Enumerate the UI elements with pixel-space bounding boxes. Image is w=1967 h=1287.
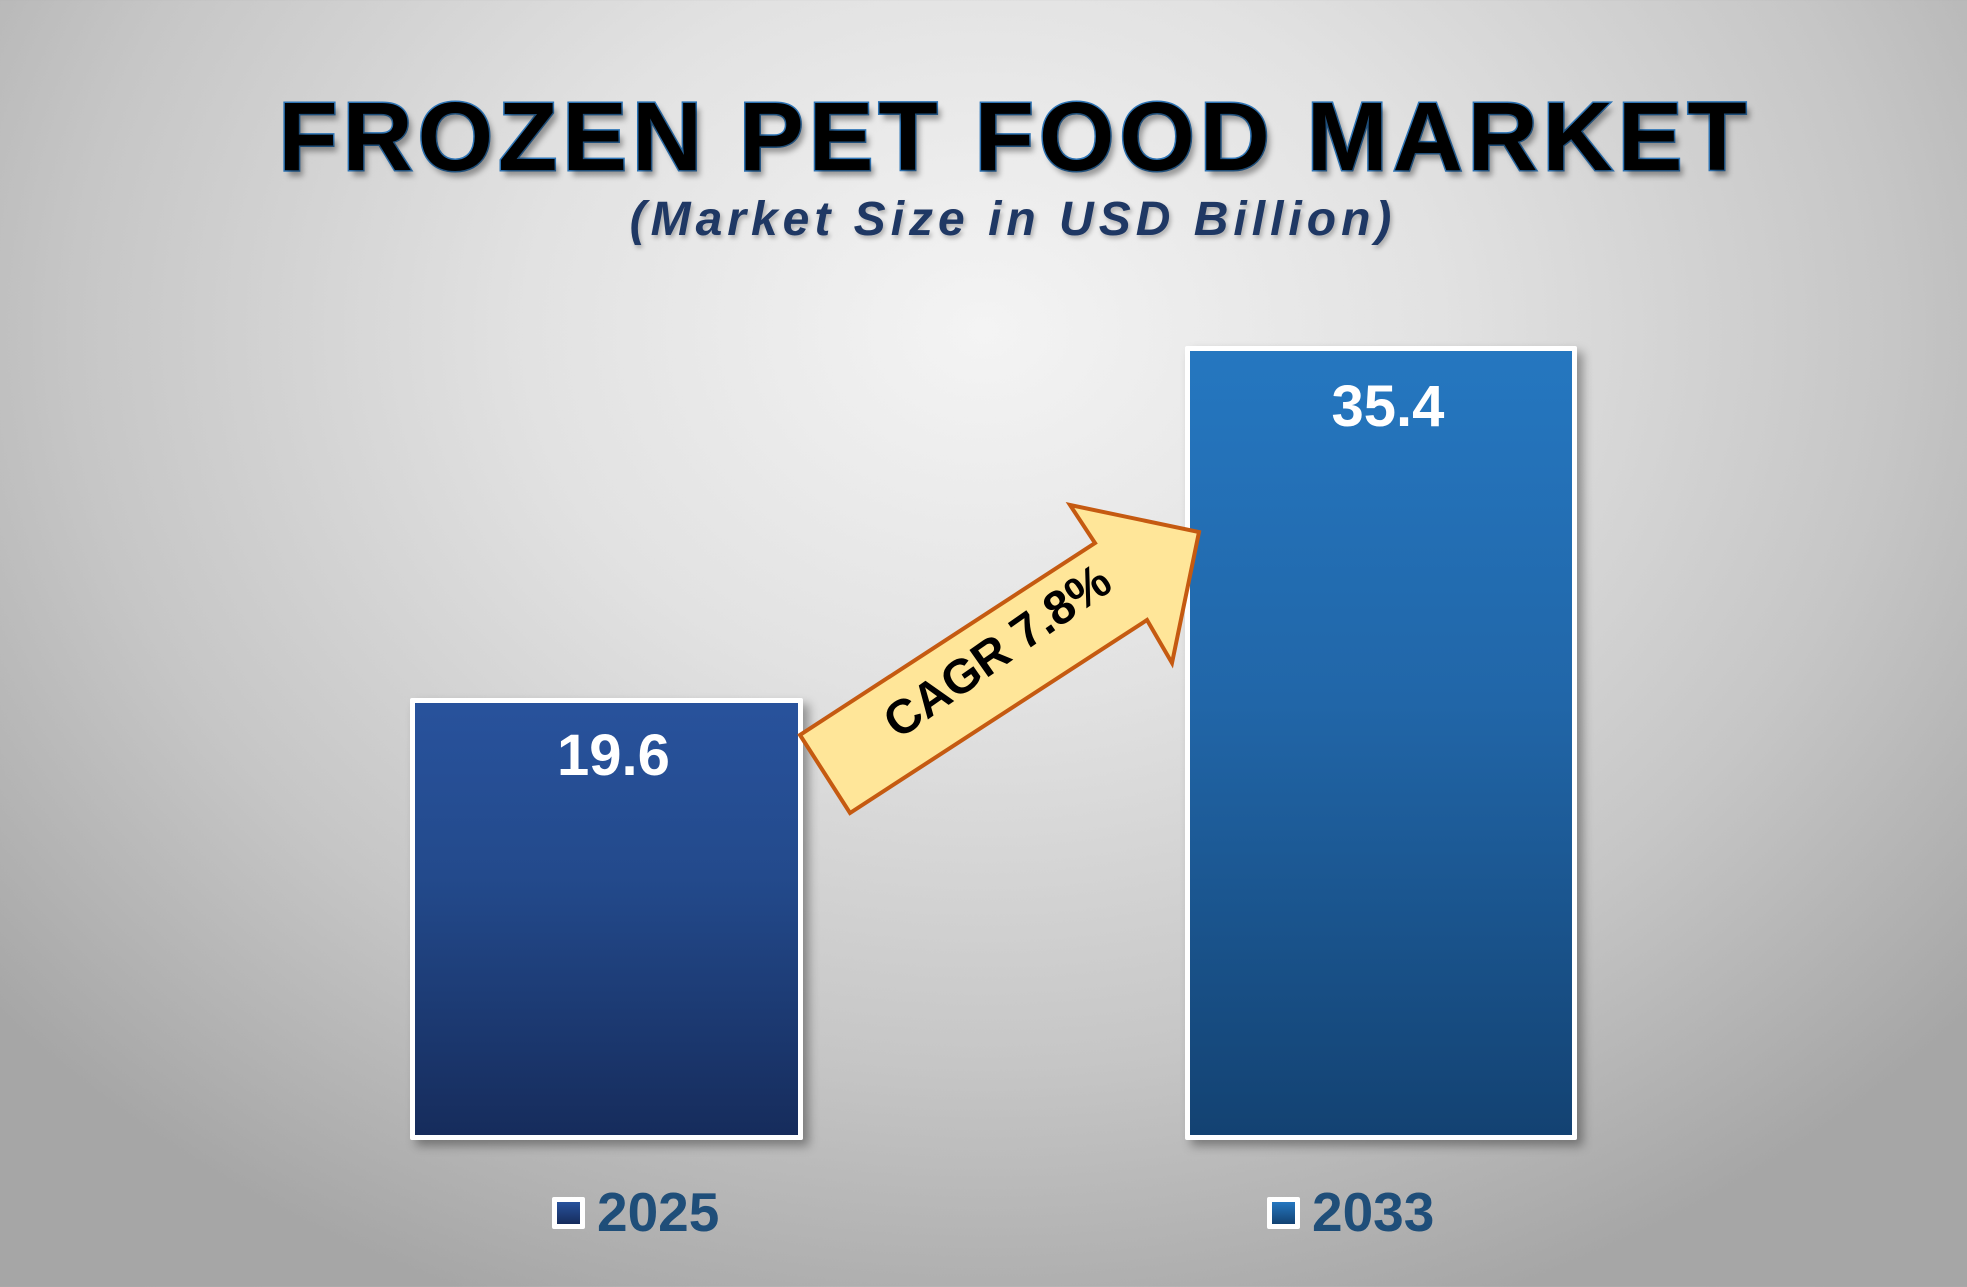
bar-2033: 35.4 [1185,346,1577,1140]
chart-subtitle: (Market Size in USD Billion) [629,193,1397,246]
cagr-arrow-shape [797,502,1202,816]
legend-item-2033: 2033 [1267,1180,1435,1243]
chart-title: FROZEN PET FOOD MARKET [277,82,1752,191]
legend-swatch-2025 [552,1197,585,1229]
legend-label-2033: 2033 [1312,1180,1435,1243]
bar-2025: 19.6 [410,698,803,1140]
legend-swatch-2033 [1267,1197,1300,1229]
legend-item-2025: 2025 [552,1180,720,1243]
bar-value-2033: 35.4 [1331,374,1445,439]
bar-value-2025: 19.6 [557,723,670,788]
legend-label-2025: 2025 [597,1180,720,1243]
